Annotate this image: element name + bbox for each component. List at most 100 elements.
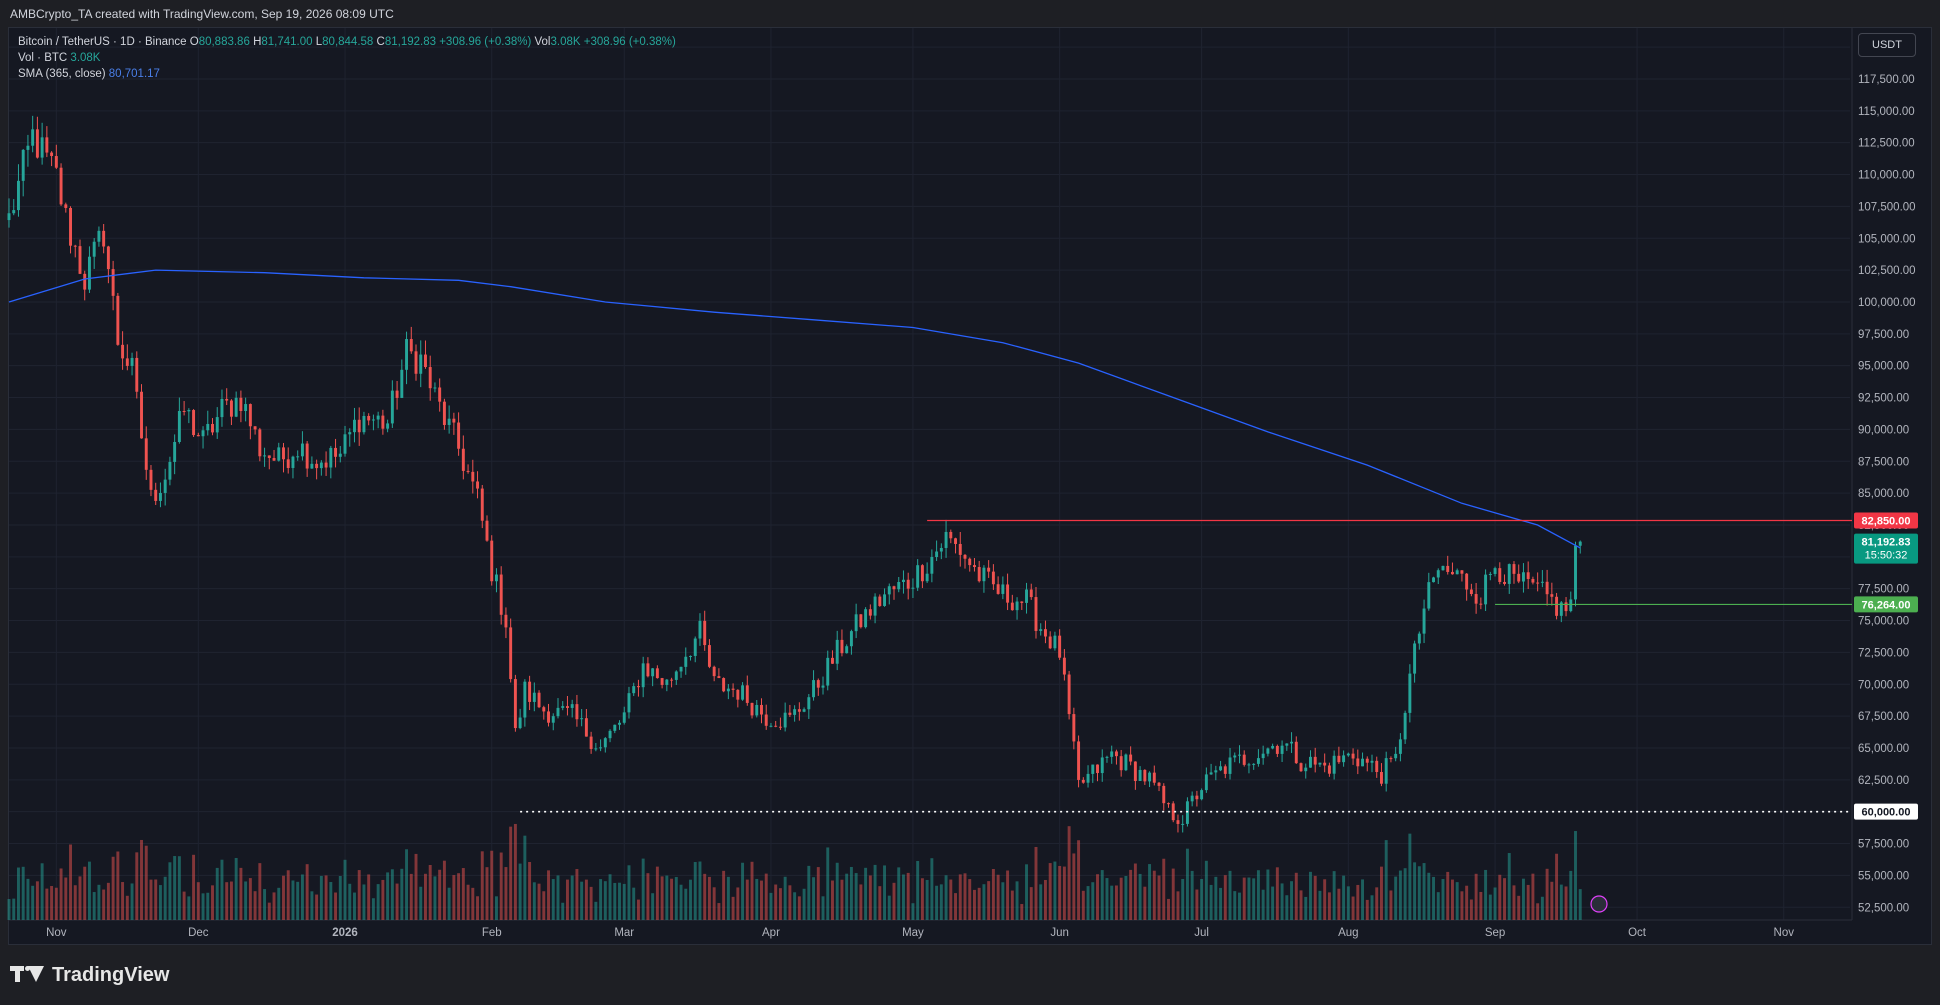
open-value: 80,883.86 bbox=[198, 36, 250, 48]
volume-bar bbox=[565, 879, 569, 920]
volume-bar bbox=[258, 863, 262, 920]
chart-panel[interactable] bbox=[8, 27, 1932, 945]
candle-countdown-label: 15:50:32 bbox=[1865, 550, 1908, 562]
candle-body bbox=[1233, 755, 1237, 758]
resistance-price-tag bbox=[1854, 512, 1918, 529]
volume-bar bbox=[1025, 864, 1028, 920]
candle-body bbox=[1493, 568, 1497, 574]
candle-body bbox=[1564, 602, 1568, 612]
volume-bar bbox=[69, 844, 72, 920]
candle-body bbox=[59, 167, 63, 205]
change-value: +308.96 (+0.38%) bbox=[439, 36, 532, 48]
candle-body bbox=[1209, 772, 1213, 775]
high-value: 81,741.00 bbox=[261, 36, 313, 48]
volume-bar bbox=[1062, 866, 1066, 920]
volume-bar bbox=[1138, 873, 1142, 920]
candle-body bbox=[1413, 643, 1417, 674]
x-axis-tick-label: Nov bbox=[1774, 927, 1795, 939]
candle-body bbox=[239, 397, 243, 412]
volume-bar bbox=[1039, 884, 1043, 920]
volume-bar bbox=[589, 886, 593, 920]
candle-body bbox=[1380, 772, 1383, 784]
volume-bar bbox=[764, 873, 768, 920]
candle-body bbox=[12, 210, 16, 214]
candle-body bbox=[69, 207, 72, 246]
x-axis-tick-label: Jul bbox=[1194, 927, 1209, 939]
sma-365-line[interactable] bbox=[8, 269, 1581, 549]
vol-value: 3.08K bbox=[550, 36, 581, 48]
volume-bar bbox=[253, 891, 257, 920]
volume-bar bbox=[1200, 878, 1204, 920]
volume-bar bbox=[390, 869, 394, 920]
volume-bar bbox=[561, 902, 565, 920]
candle-body bbox=[291, 456, 295, 468]
tradingview-brand[interactable]: TradingView bbox=[10, 963, 169, 987]
volume-bar bbox=[1327, 892, 1331, 920]
candle-body bbox=[1152, 772, 1156, 783]
volume-bar bbox=[144, 845, 148, 920]
volume-bar bbox=[925, 879, 929, 920]
candle-body bbox=[282, 447, 285, 460]
candle-body bbox=[925, 573, 929, 582]
volume-bar bbox=[655, 866, 659, 920]
candle-body bbox=[1148, 772, 1152, 782]
volume-bar bbox=[1299, 890, 1303, 920]
candle-body bbox=[125, 358, 129, 366]
volume-bar bbox=[1346, 886, 1350, 920]
volume-bar bbox=[452, 875, 456, 920]
volume-bar bbox=[267, 902, 271, 920]
volume-bar bbox=[353, 892, 356, 920]
volume-bar bbox=[1219, 887, 1223, 920]
candle-body bbox=[362, 415, 366, 433]
candle-body bbox=[565, 706, 569, 708]
volume-bar bbox=[1318, 890, 1322, 920]
candle-body bbox=[622, 712, 626, 723]
volume-bar bbox=[807, 865, 811, 920]
candle-body bbox=[1484, 574, 1488, 605]
flash-icon[interactable] bbox=[1590, 895, 1608, 913]
candle-body bbox=[1219, 766, 1223, 771]
candle-body bbox=[106, 246, 110, 270]
y-axis-tick-label: 92,500.00 bbox=[1858, 393, 1909, 405]
volume-bar bbox=[395, 883, 399, 920]
volume-bar bbox=[968, 879, 972, 920]
sma-legend-row: SMA (365, close) 80,701.17 bbox=[18, 66, 676, 82]
volume-bar bbox=[438, 869, 442, 920]
volume-indicator-label[interactable]: Vol · BTC bbox=[18, 52, 68, 64]
candle-body bbox=[802, 709, 806, 712]
candle-body bbox=[163, 479, 167, 493]
candle-body bbox=[613, 724, 617, 731]
candle-body bbox=[414, 351, 418, 374]
volume-bar bbox=[991, 868, 995, 920]
open-label: O bbox=[189, 36, 199, 48]
y-axis-tick-label: 65,000.00 bbox=[1858, 743, 1909, 755]
volume-bar bbox=[338, 875, 342, 920]
candle-body bbox=[1167, 803, 1170, 805]
volume-bar bbox=[670, 878, 674, 920]
volume-bar bbox=[1479, 891, 1483, 920]
volume-bar bbox=[1105, 878, 1109, 920]
volume-bar bbox=[130, 883, 134, 920]
candle-body bbox=[476, 481, 479, 489]
volume-bar bbox=[812, 877, 816, 920]
sma-indicator-label[interactable]: SMA (365, close) bbox=[18, 68, 106, 80]
y-axis-tick-label: 67,500.00 bbox=[1858, 711, 1909, 723]
currency-button[interactable]: USDT bbox=[1858, 33, 1916, 57]
candle-body bbox=[1507, 564, 1511, 584]
candle-body bbox=[1048, 636, 1052, 649]
volume-bar bbox=[769, 892, 773, 920]
volume-bar bbox=[1569, 870, 1573, 920]
candle-body bbox=[438, 387, 442, 402]
symbol-label[interactable]: Bitcoin / TetherUS · 1D · Binance bbox=[18, 36, 187, 48]
volume-bar bbox=[1484, 869, 1488, 920]
volume-bar bbox=[457, 873, 461, 920]
volume-bar bbox=[878, 886, 882, 920]
candle-body bbox=[54, 156, 58, 168]
volume-bar bbox=[234, 857, 238, 920]
candle-body bbox=[64, 204, 68, 208]
volume-bar bbox=[1503, 878, 1506, 920]
volume-bar bbox=[797, 896, 801, 920]
y-axis-tick-label: 77,500.00 bbox=[1858, 584, 1909, 596]
volume-bar bbox=[494, 896, 498, 920]
